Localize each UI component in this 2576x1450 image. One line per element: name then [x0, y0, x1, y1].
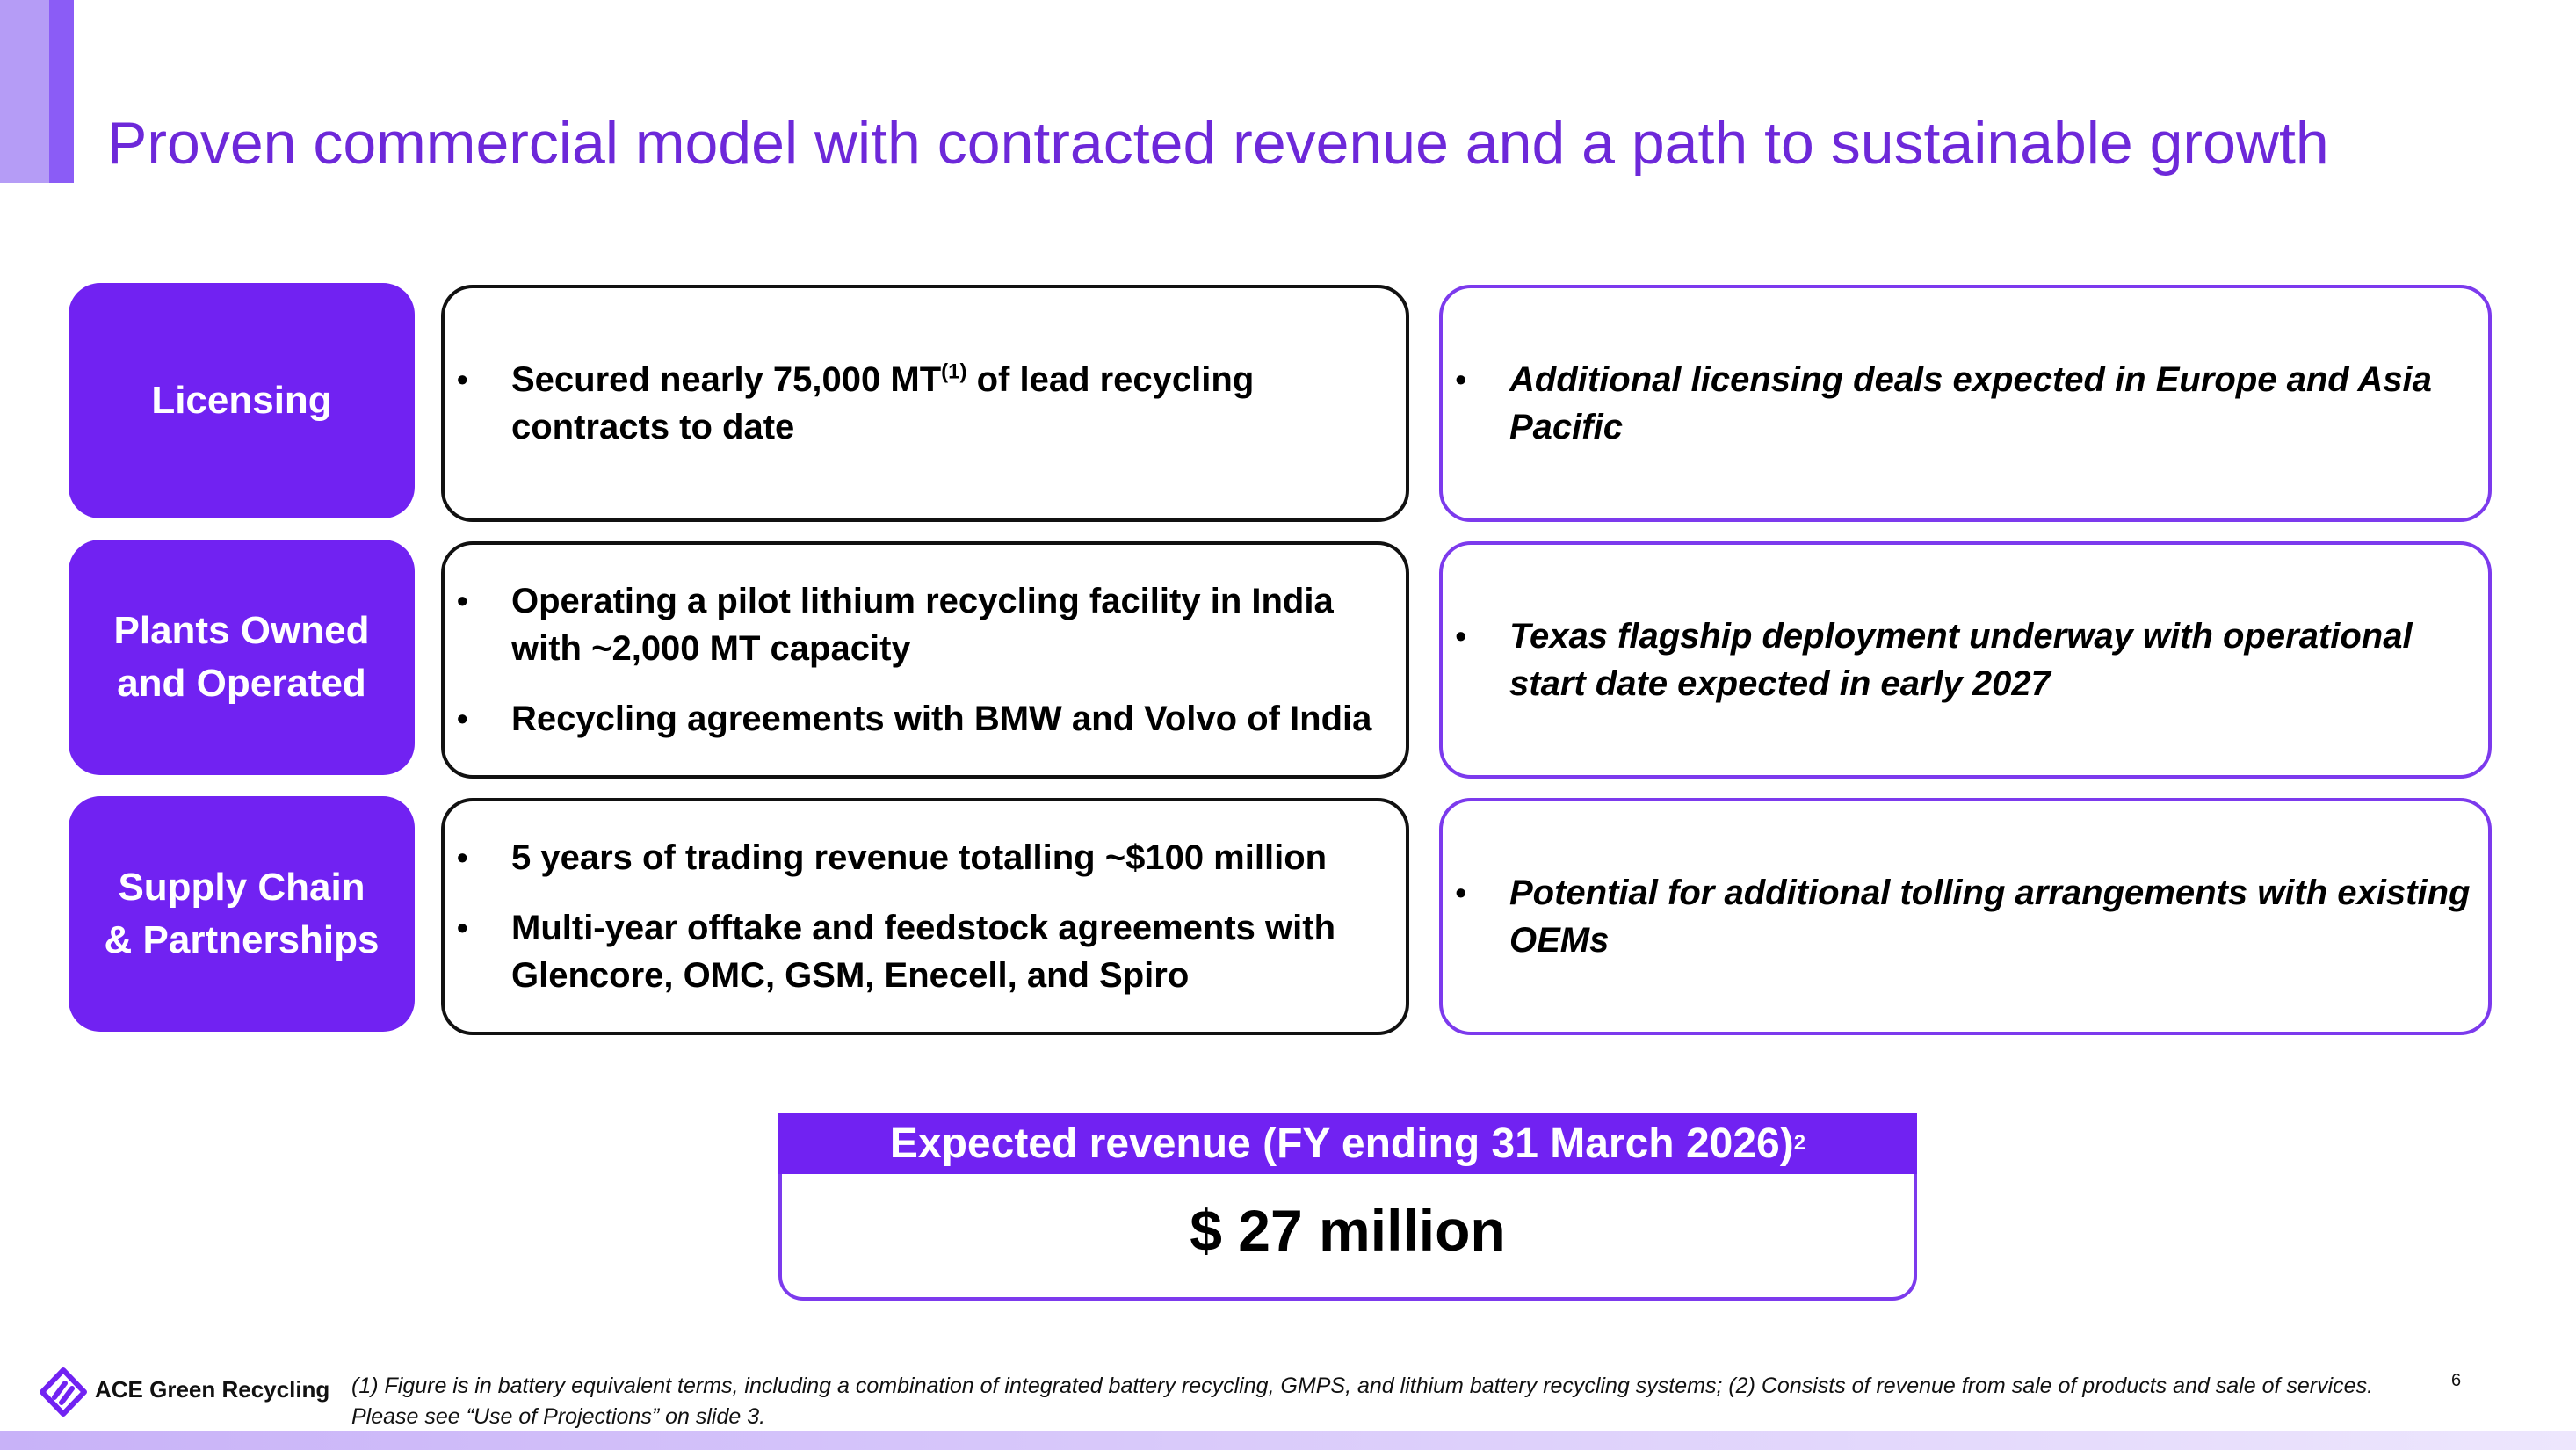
footnote-ref: (1): [941, 359, 967, 384]
footnote: (1) Figure is in battery equivalent term…: [351, 1374, 2374, 1429]
category-box: Plants Owned and Operated: [69, 540, 415, 775]
current-status-box: • Secured nearly 75,000 MT(1) of lead rec…: [441, 285, 1409, 522]
bullet-text: Additional licensing deals expected in E…: [1509, 360, 2432, 446]
bottom-gradient-bar: [0, 1431, 2576, 1450]
current-status-box: • 5 years of trading revenue totalling ~$…: [441, 798, 1409, 1035]
bullet-item: • Secured nearly 75,000 MT(1) of lead rec…: [445, 356, 1406, 451]
growth-outlook-box: • Additional licensing deals expected in …: [1439, 285, 2492, 522]
title-accent-bar-dark: [49, 0, 74, 183]
bullet-icon: •: [457, 910, 468, 946]
bullet-text-tail: of lead recycling contracts to date: [511, 360, 1255, 446]
growth-outlook-box: • Texas flagship deployment underway with…: [1439, 541, 2492, 779]
bullet-text: Texas flagship deployment underway with …: [1509, 617, 2413, 703]
bullet-icon: •: [1455, 618, 1466, 654]
bullet-icon: •: [1455, 874, 1466, 910]
row-1: Plants Owned and Operated • Operating a pi…: [0, 540, 2576, 779]
row-2: Supply Chain & Partnerships • 5 years of t…: [0, 796, 2576, 1035]
growth-outlook-box: • Potential for additional tolling arrang…: [1439, 798, 2492, 1035]
bullet-item: • Potential for additional tolling arrang…: [1443, 869, 2488, 964]
bullet-icon: •: [457, 361, 468, 397]
title-accent-bar-light: [0, 0, 49, 183]
category-label: Plants Owned and Operated: [113, 609, 370, 705]
expected-revenue-header: Expected revenue (FY ending 31 March 202…: [778, 1113, 1917, 1174]
bullet-item: • Texas flagship deployment underway with…: [1443, 613, 2488, 707]
bullet-icon: •: [457, 583, 468, 619]
brand-name: ACE Green Recycling: [95, 1376, 330, 1403]
bullet-icon: •: [1455, 361, 1466, 397]
bullet-text: Secured nearly 75,000 MT: [511, 360, 942, 399]
expected-revenue-box: Expected revenue (FY ending 31 March 202…: [778, 1113, 1917, 1301]
slide-title: Proven commercial model with contracted …: [107, 110, 2329, 177]
current-status-box: • Operating a pilot lithium recycling fac…: [441, 541, 1409, 779]
category-label: Supply Chain & Partnerships: [104, 866, 380, 961]
bullet-item: • Operating a pilot lithium recycling fac…: [445, 577, 1406, 672]
category-box: Supply Chain & Partnerships: [69, 796, 415, 1032]
ace-logo-icon: [40, 1367, 87, 1417]
bullet-item: • Multi-year offtake and feedstock agreem…: [445, 904, 1406, 999]
bullet-item: • Recycling agreements with BMW and Volv…: [445, 695, 1406, 743]
bullet-icon: •: [457, 700, 468, 736]
bullet-icon: •: [457, 839, 468, 875]
bullet-item: • 5 years of trading revenue totalling ~$…: [445, 834, 1406, 881]
expected-revenue-value: $ 27 million: [1190, 1198, 1506, 1263]
category-box: Licensing: [69, 283, 415, 518]
bullet-text: Recycling agreements with BMW and Volvo …: [511, 700, 1372, 738]
bullet-text: Multi-year offtake and feedstock agreeme…: [511, 909, 1336, 995]
category-label: Licensing: [151, 379, 332, 422]
row-0: Licensing • Secured nearly 75,000 MT(1) of…: [0, 283, 2576, 522]
bullet-text: Potential for additional tolling arrange…: [1509, 874, 2471, 960]
expected-revenue-label: Expected revenue (FY ending 31 March 202…: [889, 1120, 1794, 1167]
bullet-item: • Additional licensing deals expected in …: [1443, 356, 2488, 451]
bullet-text: 5 years of trading revenue totalling ~$1…: [511, 838, 1328, 877]
page-number: 6: [2451, 1371, 2462, 1390]
bullet-text: Operating a pilot lithium recycling faci…: [511, 582, 1334, 668]
